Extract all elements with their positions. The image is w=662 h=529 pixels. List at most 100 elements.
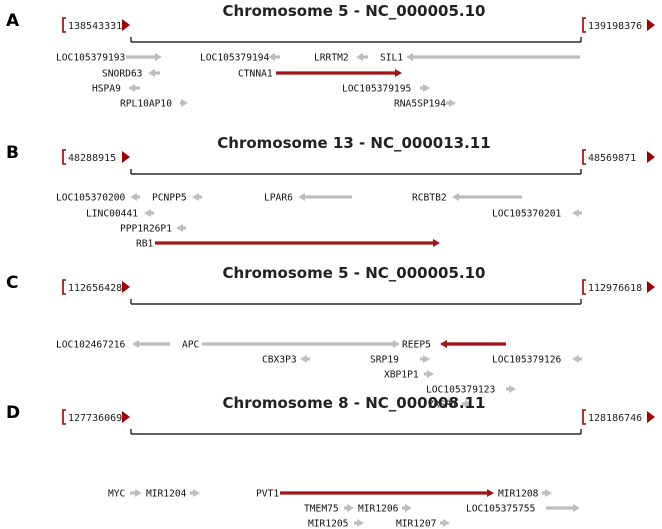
- gene-arrow-icon: [130, 489, 142, 497]
- gene-label: HSPA9: [92, 84, 121, 95]
- gene-arrow-icon: [462, 400, 472, 408]
- gene-label: CBX3P3: [262, 355, 297, 366]
- start-triangle-icon: [122, 151, 130, 163]
- gene-arrow-icon: [572, 209, 582, 217]
- panel-letter: A: [6, 11, 20, 31]
- gene-track: RPL10AP10: [120, 99, 188, 110]
- gene-track: LPAR6: [264, 193, 352, 204]
- panel-letter: C: [6, 273, 18, 293]
- range-end-marker: 112976618: [582, 279, 655, 295]
- chromosome-title: Chromosome 13 - NC_000013.11: [217, 134, 490, 152]
- gene-arrow-icon: [420, 355, 430, 363]
- end-bracket-icon: [582, 409, 586, 425]
- gene-label: PPP1R26P1: [120, 224, 172, 235]
- range-end: 128186746: [588, 413, 642, 424]
- gene-arrow-icon: [420, 84, 430, 92]
- gene-track: LOC102467216: [56, 340, 170, 351]
- gene-label: LOC105379126: [492, 355, 562, 366]
- chromosome-axis: [130, 37, 582, 43]
- gene-track: APC: [182, 340, 400, 351]
- gene-track: RB1: [136, 239, 440, 250]
- start-bracket-icon: [62, 149, 66, 165]
- gene-track: MIR1207: [396, 519, 450, 529]
- gene-arrow-icon: [354, 519, 364, 527]
- end-bracket-icon: [582, 149, 586, 165]
- gene-track: TMEM75: [304, 504, 354, 515]
- gene-track: ZRSR1: [428, 400, 472, 411]
- start-bracket-icon: [62, 279, 66, 295]
- gene-track: SIL1: [380, 53, 580, 64]
- gene-label: MIR1204: [146, 489, 187, 500]
- gene-track: MIR1206: [358, 504, 412, 515]
- range-start: 127736069: [68, 413, 122, 424]
- gene-arrow-icon: [542, 489, 552, 497]
- gene-label: SNORD63: [102, 69, 143, 80]
- gene-arrow-icon: [192, 193, 202, 201]
- range-end-marker: 48569871: [582, 149, 655, 165]
- gene-track: MIR1205: [308, 519, 364, 529]
- start-triangle-icon: [122, 281, 130, 293]
- gene-track: HSPA9: [92, 84, 140, 95]
- gene-arrow-icon: [180, 99, 188, 107]
- gene-label: MIR1207: [396, 519, 437, 529]
- gene-track: MIR1208: [498, 489, 552, 500]
- gene-track: LOC105379193: [56, 53, 162, 64]
- range-start-marker: 48288915: [62, 149, 130, 165]
- gene-arrow-icon: [130, 193, 140, 201]
- start-bracket-icon: [62, 17, 66, 33]
- gene-arrow-icon: [356, 53, 368, 61]
- gene-track: LOC105379195: [342, 84, 430, 95]
- gene-label: SRP19: [370, 355, 399, 366]
- gene-label: MIR1208: [498, 489, 539, 500]
- gene-track: CTNNA1: [238, 69, 402, 80]
- gene-arrow-highlight-icon: [276, 69, 402, 77]
- gene-label: CTNNA1: [238, 69, 273, 80]
- gene-track: PCNPP5: [152, 193, 202, 204]
- gene-arrow-icon: [424, 370, 434, 378]
- end-triangle-icon: [647, 19, 655, 31]
- gene-arrow-highlight-icon: [155, 239, 440, 247]
- gene-label: LPAR6: [264, 193, 293, 204]
- start-triangle-icon: [122, 19, 130, 31]
- gene-label: TMEM75: [304, 504, 339, 515]
- gene-track: LOC105379126: [492, 355, 582, 366]
- gene-track: MIR1204: [146, 489, 200, 500]
- gene-track: LINC00441: [86, 209, 154, 220]
- panel-letter: D: [6, 403, 20, 423]
- gene-label: RB1: [136, 239, 154, 250]
- gene-label: RNA5SP194: [394, 99, 446, 110]
- range-end-marker: 128186746: [582, 409, 655, 425]
- panel-c: C Chromosome 5 - NC_000005.10 112656428 112…: [6, 264, 655, 411]
- panel-letter: B: [6, 143, 19, 163]
- gene-arrow-highlight-icon: [440, 340, 506, 348]
- gene-arrow-icon: [546, 504, 580, 512]
- range-end: 112976618: [588, 283, 642, 294]
- gene-arrow-icon: [268, 53, 280, 61]
- panel-b: B Chromosome 13 - NC_000013.11 48288915 485…: [6, 134, 655, 250]
- gene-label: LOC102467216: [56, 340, 126, 351]
- chromosome-title: Chromosome 5 - NC_000005.10: [223, 2, 486, 20]
- gene-label: LOC105370201: [492, 209, 562, 220]
- range-start: 112656428: [68, 283, 122, 294]
- end-triangle-icon: [647, 281, 655, 293]
- gene-label: RPL10AP10: [120, 99, 172, 110]
- gene-label: LOC105370200: [56, 193, 126, 204]
- gene-label: MYC: [108, 489, 126, 500]
- chromosome-title: Chromosome 8 - NC_000008.11: [223, 394, 486, 412]
- range-start-marker: 138543331: [62, 17, 130, 33]
- gene-track: LOC105375755: [466, 504, 580, 515]
- gene-label: PVT1: [256, 489, 279, 500]
- gene-track: RNA5SP194: [394, 99, 456, 110]
- gene-label: LOC105379193: [56, 53, 126, 64]
- gene-arrow-icon: [202, 340, 400, 348]
- gene-arrow-icon: [132, 340, 170, 348]
- gene-track: LRRTM2: [314, 53, 368, 64]
- end-triangle-icon: [647, 411, 655, 423]
- gene-track: LOC105379123: [426, 385, 516, 396]
- gene-label: LOC105375755: [466, 504, 535, 515]
- gene-track: RCBTB2: [412, 193, 522, 204]
- gene-arrow-icon: [176, 224, 186, 232]
- gene-arrow-icon: [190, 489, 200, 497]
- gene-label: LOC105379123: [426, 385, 496, 396]
